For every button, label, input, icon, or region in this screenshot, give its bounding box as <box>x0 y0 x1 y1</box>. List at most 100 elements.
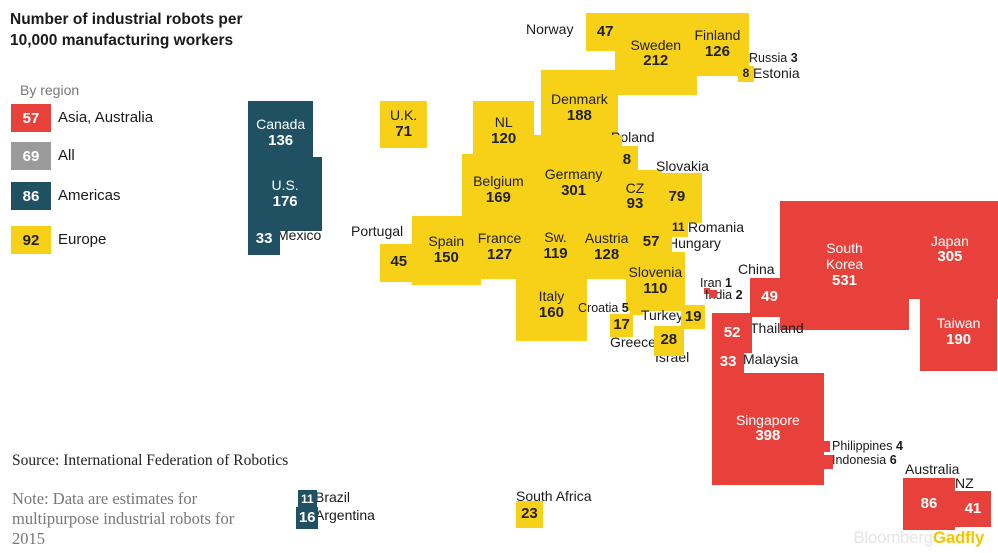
country-value: 531 <box>832 271 858 289</box>
country-square-taiwan: Taiwan 190 <box>920 294 998 372</box>
country-square-philippines <box>819 441 831 453</box>
country-value: 41 <box>964 499 982 517</box>
country-value: 23 <box>521 505 538 523</box>
country-name: Sweden <box>630 36 682 53</box>
legend-heading: By region <box>20 82 80 98</box>
country-label-philippines: Philippines 4 <box>832 439 903 453</box>
country-square-greece: 17 <box>610 314 634 338</box>
country-square-slovenia: Slovenia 110 <box>626 252 685 311</box>
country-square-sweden: Sweden 212 <box>615 13 697 95</box>
country-label-argentina: Argentina <box>315 507 375 523</box>
source-note: Source: International Federation of Robo… <box>12 452 289 469</box>
country-label-slovakia: Slovakia <box>656 158 709 174</box>
legend-label: All <box>58 147 75 164</box>
country-value: 119 <box>543 244 568 262</box>
country-label-portugal: Portugal <box>351 223 404 239</box>
country-name: Canada <box>256 116 306 133</box>
methodology-note: Note: Data are estimates for multipurpos… <box>12 489 235 548</box>
country-square-finland: Finland 126 <box>686 13 749 76</box>
country-value: 301 <box>561 182 587 200</box>
country-value: 8 <box>742 66 750 81</box>
country-square-italy: Italy 160 <box>516 270 587 341</box>
country-value: 45 <box>390 253 408 271</box>
credit-gadfly: Gadfly <box>932 528 984 547</box>
country-square-south-africa: 23 <box>516 501 543 528</box>
country-square-iran <box>704 288 710 294</box>
country-name: Austria <box>584 230 629 247</box>
country-square-croatia <box>630 302 643 315</box>
country-square-denmark: Denmark 188 <box>541 70 618 147</box>
country-square-singapore: Singapore 398 <box>712 373 824 485</box>
legend-swatch: 86 <box>11 182 51 210</box>
country-label-estonia: Estonia <box>753 65 800 81</box>
country-square-belgium: Belgium 169 <box>462 154 535 227</box>
country-value: 305 <box>937 248 963 266</box>
chart-title: Number of industrial robots per 10,000 m… <box>10 11 243 49</box>
country-value: 126 <box>704 42 730 60</box>
country-square-romania: 11 <box>669 218 688 237</box>
country-label-turkey: Turkey <box>641 307 684 323</box>
country-value: 47 <box>596 22 614 40</box>
country-label-nz: NZ <box>955 475 974 491</box>
country-square-turkey: 19 <box>681 305 706 330</box>
country-square-mexico: 33 <box>248 223 281 256</box>
country-value: 160 <box>538 303 564 321</box>
country-value: 79 <box>668 188 686 206</box>
country-name: Belgium <box>473 173 524 190</box>
country-value: 17 <box>613 316 630 334</box>
country-value: 57 <box>642 232 660 250</box>
country-square-portugal: 45 <box>380 244 418 282</box>
country-square-france: France 127 <box>468 216 532 280</box>
country-value: 190 <box>946 331 972 349</box>
country-value: 127 <box>487 245 513 263</box>
country-label-indonesia: Indonesia 6 <box>832 453 897 467</box>
country-name: Sw. <box>544 229 567 246</box>
country-name: South Korea <box>825 240 864 273</box>
country-square-nl: NL 120 <box>473 101 535 163</box>
country-value: 11 <box>300 491 314 506</box>
country-label-south-africa: South Africa <box>516 488 592 504</box>
legend-label: Americas <box>58 187 121 204</box>
country-name: France <box>477 230 522 247</box>
country-name: Taiwan <box>936 315 981 332</box>
country-square-u-k: U.K. 71 <box>380 101 428 149</box>
country-value: 169 <box>485 188 511 206</box>
country-square-india <box>709 290 717 298</box>
country-value: 11 <box>671 219 685 234</box>
country-label-russia: Russia 3 <box>749 51 798 65</box>
country-value: 398 <box>755 427 781 445</box>
country-label-australia: Australia <box>905 461 960 477</box>
country-label-norway: Norway <box>526 21 574 37</box>
country-label-brazil: Brazil <box>315 489 351 505</box>
legend-label: Europe <box>58 231 107 248</box>
country-value: 128 <box>594 246 620 264</box>
country-label-romania: Romania <box>688 219 745 235</box>
country-value: 150 <box>433 248 459 266</box>
country-value: 16 <box>298 508 316 526</box>
country-label-mexico: Mexico <box>277 227 322 243</box>
country-value: 33 <box>255 229 273 247</box>
country-label-thailand: Thailand <box>750 320 804 336</box>
country-square-russia <box>740 53 750 63</box>
country-value: 71 <box>395 123 412 141</box>
country-square-u-s: U.S. 176 <box>248 157 323 232</box>
legend-swatch: 57 <box>11 104 51 132</box>
country-value: 28 <box>660 331 678 349</box>
country-name: Singapore <box>735 411 800 428</box>
country-name: Italy <box>538 288 565 305</box>
country-square-canada: Canada 136 <box>248 101 314 167</box>
country-value: 49 <box>761 288 778 306</box>
country-name: CZ <box>625 179 645 196</box>
country-value: 19 <box>684 307 702 325</box>
country-name: U.S. <box>271 176 299 193</box>
country-value: 110 <box>643 279 668 297</box>
country-value: 93 <box>626 195 644 213</box>
country-name: Germany <box>544 166 603 183</box>
country-square-malaysia: 33 <box>712 346 745 379</box>
country-name: Denmark <box>550 91 608 108</box>
country-square-japan: Japan 305 <box>901 201 998 299</box>
country-label-greece: Greece <box>610 334 656 350</box>
country-label-croatia: Croatia 5 <box>578 301 629 315</box>
country-value: 86 <box>920 494 938 512</box>
country-value: 52 <box>723 323 741 341</box>
